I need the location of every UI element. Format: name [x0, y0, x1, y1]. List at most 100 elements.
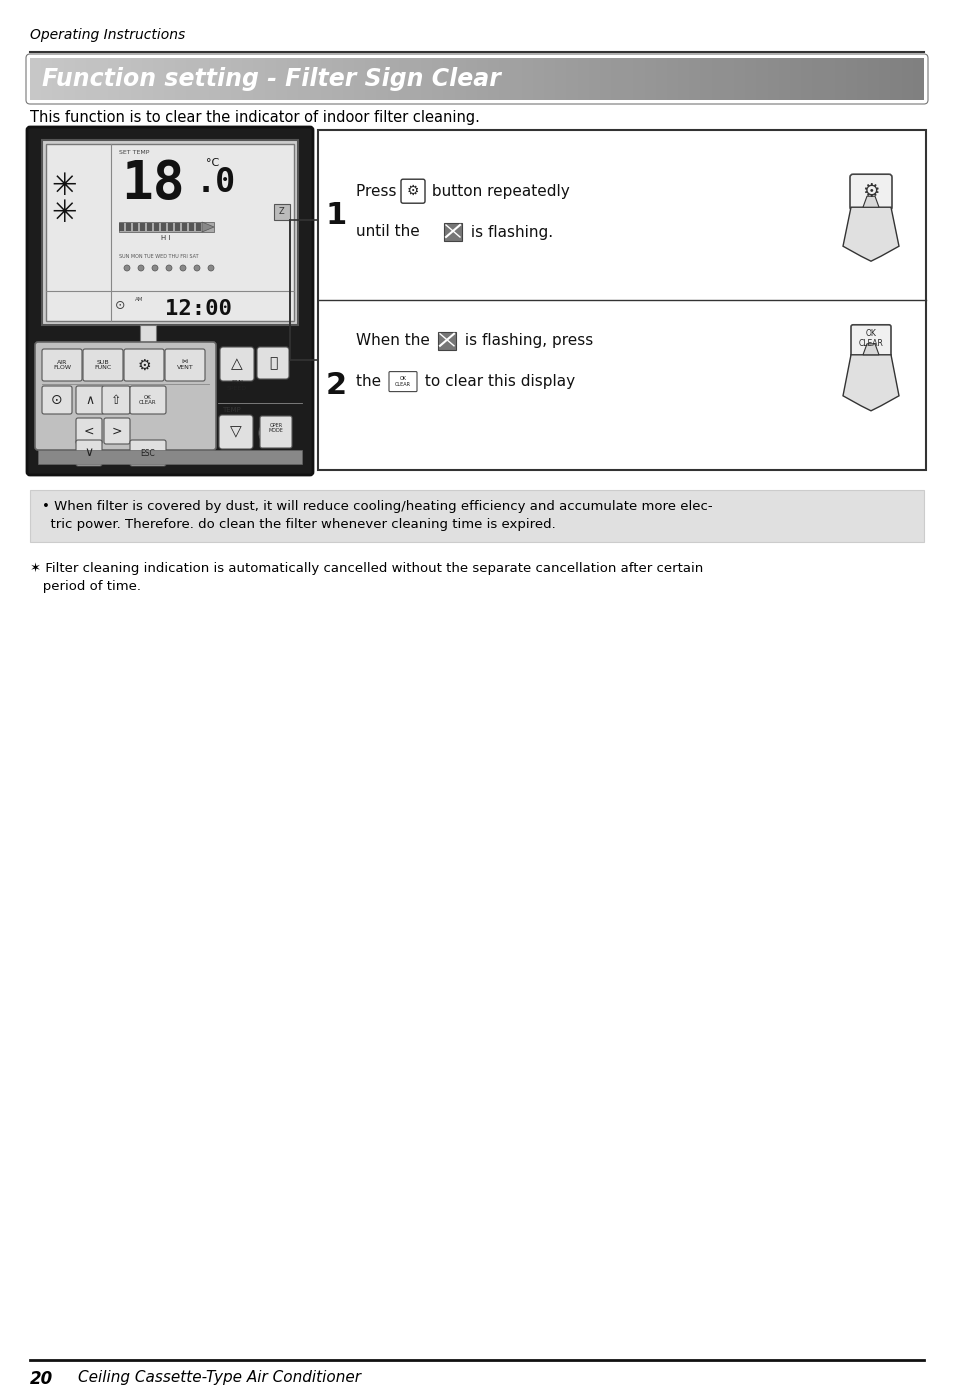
- Text: △: △: [231, 357, 243, 371]
- Bar: [365, 57, 376, 99]
- Bar: [174, 223, 180, 231]
- Bar: [275, 57, 287, 99]
- Text: the: the: [355, 374, 386, 389]
- Bar: [139, 325, 155, 344]
- Bar: [420, 57, 433, 99]
- Bar: [317, 130, 925, 470]
- Text: ⏻: ⏻: [269, 356, 277, 370]
- Text: 1: 1: [325, 200, 346, 230]
- Text: H I: H I: [161, 235, 171, 241]
- Text: • When filter is covered by dust, it will reduce cooling/heating efficiency and : • When filter is covered by dust, it wil…: [42, 500, 712, 531]
- Bar: [555, 57, 566, 99]
- Bar: [644, 57, 656, 99]
- Text: OPER
MODE: OPER MODE: [269, 423, 283, 434]
- FancyBboxPatch shape: [76, 440, 102, 466]
- Bar: [689, 57, 700, 99]
- Bar: [175, 57, 187, 99]
- Text: Ceiling Cassette-Type Air Conditioner: Ceiling Cassette-Type Air Conditioner: [78, 1371, 360, 1385]
- Bar: [342, 57, 355, 99]
- Bar: [432, 57, 443, 99]
- Bar: [231, 57, 243, 99]
- FancyBboxPatch shape: [165, 349, 205, 381]
- Bar: [119, 223, 213, 232]
- Bar: [132, 223, 138, 231]
- Text: Press: Press: [355, 183, 401, 199]
- Bar: [437, 332, 456, 350]
- Polygon shape: [202, 223, 213, 232]
- Bar: [733, 57, 745, 99]
- Bar: [443, 57, 455, 99]
- Bar: [42, 140, 297, 325]
- Bar: [119, 223, 124, 231]
- Bar: [220, 57, 232, 99]
- Bar: [189, 223, 193, 231]
- Bar: [476, 57, 488, 99]
- Bar: [186, 57, 198, 99]
- Circle shape: [180, 265, 186, 272]
- Text: ∨: ∨: [85, 447, 93, 459]
- Bar: [147, 223, 152, 231]
- FancyBboxPatch shape: [389, 371, 416, 392]
- Bar: [387, 57, 399, 99]
- Bar: [533, 57, 544, 99]
- Bar: [298, 57, 310, 99]
- Text: SUN MON TUE WED THU FRI SAT: SUN MON TUE WED THU FRI SAT: [119, 253, 198, 259]
- Polygon shape: [842, 354, 898, 410]
- FancyBboxPatch shape: [130, 440, 166, 466]
- FancyBboxPatch shape: [849, 174, 891, 210]
- Text: ESC: ESC: [140, 448, 155, 458]
- Text: When the: When the: [355, 333, 435, 349]
- Text: ⚙: ⚙: [406, 185, 418, 199]
- Bar: [767, 57, 779, 99]
- Bar: [599, 57, 611, 99]
- Text: .0: .0: [195, 167, 236, 199]
- FancyBboxPatch shape: [104, 419, 130, 444]
- Bar: [678, 57, 689, 99]
- Bar: [811, 57, 823, 99]
- FancyBboxPatch shape: [219, 414, 253, 449]
- Bar: [621, 57, 634, 99]
- Text: Z: Z: [279, 207, 285, 217]
- Bar: [376, 57, 388, 99]
- Bar: [711, 57, 722, 99]
- Bar: [152, 57, 165, 99]
- Bar: [287, 57, 298, 99]
- Bar: [744, 57, 756, 99]
- FancyBboxPatch shape: [83, 349, 123, 381]
- Bar: [164, 57, 175, 99]
- Bar: [30, 57, 42, 99]
- Text: Function setting - Filter Sign Clear: Function setting - Filter Sign Clear: [42, 67, 500, 91]
- Bar: [443, 223, 461, 241]
- FancyBboxPatch shape: [27, 127, 313, 475]
- Circle shape: [138, 265, 144, 272]
- Bar: [108, 57, 120, 99]
- Bar: [510, 57, 521, 99]
- Bar: [86, 57, 97, 99]
- FancyBboxPatch shape: [256, 347, 289, 379]
- Bar: [168, 223, 172, 231]
- Bar: [74, 57, 87, 99]
- Text: is flashing.: is flashing.: [465, 224, 553, 239]
- Circle shape: [258, 419, 287, 447]
- Text: <: <: [84, 424, 94, 437]
- Bar: [588, 57, 599, 99]
- Bar: [242, 57, 253, 99]
- Polygon shape: [842, 207, 898, 262]
- Text: ⊙: ⊙: [115, 300, 126, 312]
- Bar: [756, 57, 767, 99]
- Circle shape: [124, 265, 130, 272]
- Text: SUB
FUNC: SUB FUNC: [94, 360, 112, 371]
- Bar: [778, 57, 790, 99]
- Bar: [655, 57, 667, 99]
- Text: is flashing, press: is flashing, press: [459, 333, 593, 349]
- Bar: [577, 57, 589, 99]
- Text: 18: 18: [121, 158, 184, 210]
- Bar: [455, 57, 466, 99]
- FancyBboxPatch shape: [124, 349, 164, 381]
- Text: 2: 2: [325, 371, 346, 399]
- Bar: [856, 57, 868, 99]
- Bar: [879, 57, 890, 99]
- Text: ▽: ▽: [230, 424, 242, 440]
- Bar: [867, 57, 879, 99]
- Polygon shape: [862, 344, 878, 354]
